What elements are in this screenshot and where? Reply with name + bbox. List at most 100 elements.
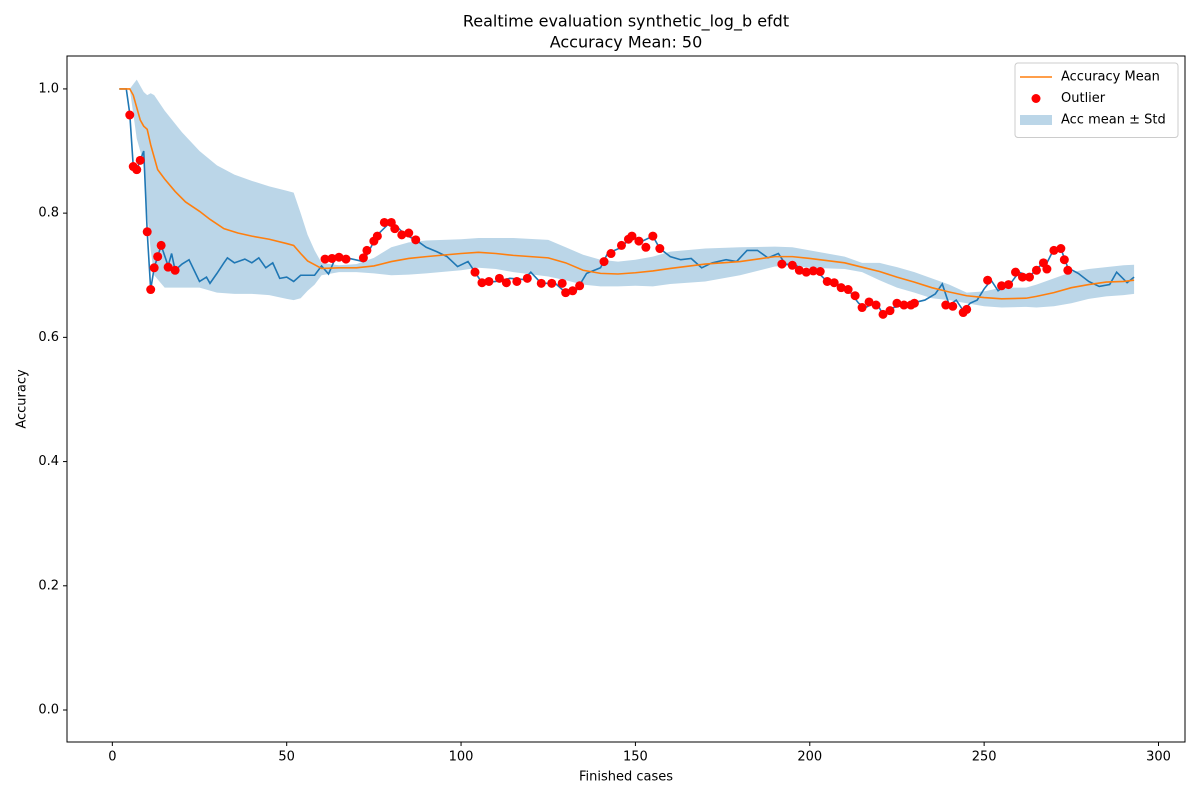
outlier-point xyxy=(1004,280,1014,290)
outlier-point xyxy=(494,273,504,283)
outlier-point xyxy=(334,252,344,262)
outlier-point xyxy=(484,276,494,286)
outlier-point xyxy=(1059,255,1069,265)
outlier-point xyxy=(372,231,382,241)
outlier-point xyxy=(522,273,532,283)
outlier-point xyxy=(411,235,421,245)
outlier-point xyxy=(850,291,860,301)
outlier-point xyxy=(404,228,414,238)
outlier-point xyxy=(320,254,330,264)
outlier-point xyxy=(397,230,407,240)
legend-marker xyxy=(1031,94,1041,103)
outlier-point xyxy=(1042,264,1052,274)
outlier-point xyxy=(641,242,651,252)
outlier-point xyxy=(390,224,400,234)
outlier-point xyxy=(146,285,156,295)
outlier-point xyxy=(616,240,626,250)
outlier-point xyxy=(655,244,665,254)
x-tick-label: 50 xyxy=(278,750,295,765)
outlier-point xyxy=(477,278,487,288)
x-axis-label: Finished cases xyxy=(579,770,673,785)
outlier-point xyxy=(125,110,135,120)
outlier-point xyxy=(512,276,522,286)
legend-box xyxy=(1014,62,1179,138)
y-tick-label: 0.6 xyxy=(38,330,59,345)
y-tick-label: 0.0 xyxy=(38,703,59,718)
legend-label: Accuracy Mean xyxy=(1061,70,1160,85)
outlier-point xyxy=(135,155,145,165)
outlier-point xyxy=(997,281,1007,291)
outlier-point xyxy=(1063,265,1073,275)
outlier-point xyxy=(379,217,389,227)
outlier-point xyxy=(836,283,846,293)
outlier-point xyxy=(648,231,658,241)
x-tick-label: 250 xyxy=(972,750,997,765)
outlier-point xyxy=(599,257,609,267)
outlier-point xyxy=(1049,245,1059,255)
y-tick-label: 0.8 xyxy=(38,206,59,221)
outlier-point xyxy=(575,281,585,291)
x-tick-label: 100 xyxy=(449,750,474,765)
x-tick-label: 300 xyxy=(1146,750,1171,765)
outlier-point xyxy=(829,278,839,288)
outlier-point xyxy=(149,263,159,273)
y-axis-label: Accuracy xyxy=(15,369,30,429)
outlier-point xyxy=(794,265,804,275)
outlier-point xyxy=(878,309,888,319)
outlier-point xyxy=(871,300,881,310)
outlier-point xyxy=(547,278,557,288)
series-line xyxy=(119,88,1135,300)
outlier-point xyxy=(899,300,909,310)
outlier-point xyxy=(341,254,351,264)
outlier-point xyxy=(801,267,811,277)
y-tick-label: 0.2 xyxy=(38,578,59,593)
outlier-point xyxy=(606,249,616,259)
outlier-point xyxy=(536,278,546,288)
outlier-point xyxy=(909,298,919,308)
outlier-point xyxy=(153,252,163,262)
outlier-point xyxy=(822,276,832,286)
outlier-point xyxy=(501,278,511,288)
x-tick-label: 0 xyxy=(108,750,116,765)
series-line xyxy=(119,88,1135,316)
outlier-point xyxy=(1017,272,1027,282)
outlier-point xyxy=(948,301,958,311)
outlier-point xyxy=(163,262,173,272)
plot-frame xyxy=(66,55,1186,743)
outlier-point xyxy=(568,286,578,296)
outlier-point xyxy=(561,288,571,298)
outlier-point xyxy=(362,245,372,255)
outlier-point xyxy=(1056,244,1066,254)
outlier-point xyxy=(170,265,180,275)
x-tick-label: 150 xyxy=(623,750,648,765)
outlier-point xyxy=(1031,265,1041,275)
legend: Accuracy Mean Outlier Acc mean ± Std xyxy=(1014,62,1179,138)
outlier-point xyxy=(627,231,637,241)
outlier-point xyxy=(808,266,818,276)
x-tick-label: 200 xyxy=(797,750,822,765)
y-tick-label: 0.4 xyxy=(38,454,59,469)
outlier-point xyxy=(327,253,337,263)
outlier-point xyxy=(142,227,152,237)
outlier-point xyxy=(983,275,993,285)
outlier-point xyxy=(843,285,853,295)
outlier-point xyxy=(777,259,787,269)
outlier-point xyxy=(864,297,874,307)
outlier-point xyxy=(156,240,166,250)
legend-label: Outlier xyxy=(1061,91,1106,106)
outlier-point xyxy=(358,253,368,263)
outlier-point xyxy=(941,300,951,310)
outlier-point xyxy=(470,267,480,277)
std-band xyxy=(119,79,1135,308)
chart-title: Realtime evaluation synthetic_log_b efdt xyxy=(463,12,789,32)
outlier-point xyxy=(787,260,797,270)
outlier-point xyxy=(1011,267,1021,277)
outlier-point xyxy=(857,303,867,313)
outlier-point xyxy=(132,165,142,175)
outlier-point xyxy=(892,298,902,308)
chart-subtitle: Accuracy Mean: 50 xyxy=(550,33,703,52)
y-tick-label: 1.0 xyxy=(38,81,59,96)
outlier-point xyxy=(1024,272,1034,282)
